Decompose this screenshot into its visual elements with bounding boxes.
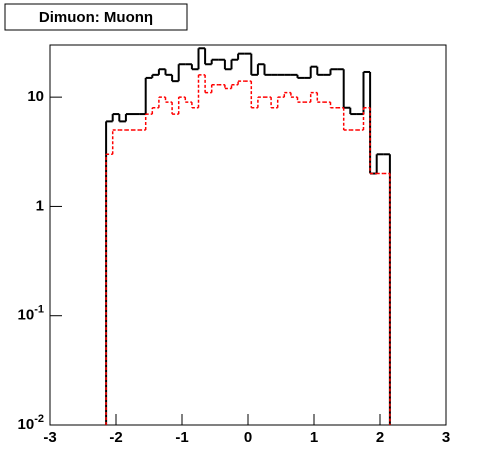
chart-title: Dimuon: Muonη: [39, 9, 153, 26]
x-tick-label: -3: [43, 429, 56, 446]
x-tick-label: 0: [244, 429, 252, 446]
x-tick-label: 2: [376, 429, 384, 446]
y-tick-label: 10-2: [18, 413, 44, 433]
x-tick-label: 1: [310, 429, 318, 446]
y-tick-label: 1: [36, 197, 44, 214]
x-tick-label: -2: [109, 429, 122, 446]
title-box: [4, 3, 188, 31]
x-tick-label: -1: [175, 429, 188, 446]
y-tick-label: 10: [27, 88, 44, 105]
x-tick-label: 3: [442, 429, 450, 446]
y-tick-label: 10-1: [18, 304, 44, 324]
plot-frame: [49, 44, 447, 426]
